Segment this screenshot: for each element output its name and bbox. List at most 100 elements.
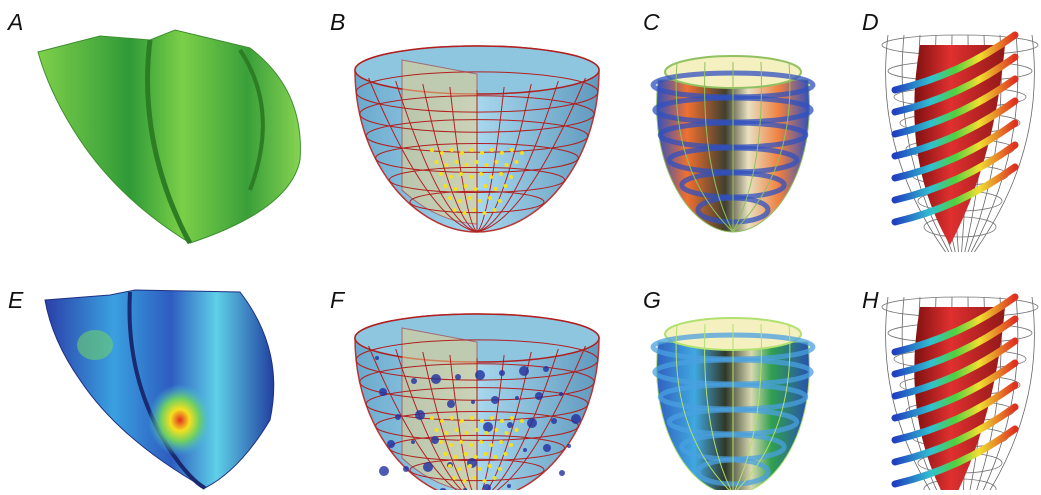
blue-dot	[559, 470, 565, 476]
blue-dot	[483, 422, 493, 432]
yellow-dot	[439, 440, 443, 444]
yellow-dot	[489, 443, 493, 447]
yellow-dot	[505, 163, 509, 167]
yellow-dot	[465, 163, 469, 167]
yellow-dot	[474, 187, 478, 191]
blue-dot	[447, 400, 455, 408]
yellow-dot	[469, 175, 473, 179]
blue-dot	[543, 444, 551, 452]
blue-dot	[571, 414, 581, 424]
yellow-dot	[464, 184, 468, 188]
figure: A B C D E F G H	[0, 0, 1041, 490]
yellow-dot	[500, 419, 504, 423]
blue-dot	[387, 440, 395, 448]
yellow-dot	[450, 148, 454, 152]
blue-dot	[551, 418, 557, 424]
yellow-dot	[499, 440, 503, 444]
yellow-dot	[480, 151, 484, 155]
yellow-dot	[510, 416, 514, 420]
yellow-dot	[454, 455, 458, 459]
yellow-dot	[455, 428, 459, 432]
yellow-dot	[470, 148, 474, 152]
yellow-dot	[509, 175, 513, 179]
panel-label: H	[862, 287, 879, 313]
blue-dot	[395, 414, 401, 420]
panel-f	[355, 314, 599, 490]
blue-dot	[535, 392, 543, 400]
panel-label: C	[643, 9, 660, 35]
yellow-dot	[520, 419, 524, 423]
blue-dot	[543, 366, 549, 372]
yellow-dot	[493, 476, 497, 480]
yellow-dot	[435, 160, 439, 164]
panel-c	[653, 56, 813, 232]
blue-dot	[379, 466, 389, 476]
yellow-dot	[475, 428, 479, 432]
yellow-dot	[439, 172, 443, 176]
blue-dot	[411, 440, 415, 444]
yellow-dot	[484, 452, 488, 456]
yellow-dot	[449, 175, 453, 179]
yellow-dot	[515, 428, 519, 432]
blue-dot	[379, 388, 387, 396]
blue-dot	[515, 396, 519, 400]
yellow-dot	[478, 199, 482, 203]
yellow-dot	[484, 184, 488, 188]
yellow-dot	[453, 208, 457, 212]
yellow-dot	[449, 443, 453, 447]
panel-e	[45, 290, 274, 488]
panel-a	[38, 30, 300, 243]
yellow-dot	[505, 431, 509, 435]
yellow-dot	[459, 172, 463, 176]
panel-g	[653, 318, 813, 490]
yellow-dot	[479, 440, 483, 444]
yellow-dot	[510, 148, 514, 152]
yellow-dot	[458, 199, 462, 203]
yellow-dot	[485, 163, 489, 167]
blue-dot	[471, 400, 475, 404]
yellow-dot	[515, 160, 519, 164]
blue-dot	[475, 370, 485, 380]
blue-dot	[499, 370, 505, 376]
yellow-dot	[459, 440, 463, 444]
panel-label: B	[330, 9, 345, 35]
yellow-dot	[504, 452, 508, 456]
blue-dot	[491, 396, 499, 404]
yellow-dot	[494, 455, 498, 459]
blue-dot	[411, 378, 417, 384]
yellow-dot	[445, 431, 449, 435]
panel-label: G	[643, 287, 661, 313]
yellow-dot	[454, 187, 458, 191]
panel-label: F	[330, 287, 346, 313]
yellow-dot	[490, 416, 494, 420]
yellow-dot	[483, 479, 487, 483]
yellow-dot	[520, 151, 524, 155]
heart-surface	[45, 290, 274, 488]
yellow-dot	[475, 160, 479, 164]
yellow-dot	[480, 419, 484, 423]
yellow-dot	[440, 419, 444, 423]
blue-dot	[403, 466, 409, 472]
yellow-dot	[488, 464, 492, 468]
yellow-dot	[474, 455, 478, 459]
blue-dot	[455, 374, 461, 380]
yellow-dot	[435, 428, 439, 432]
blue-dot	[507, 484, 511, 488]
blue-dot	[567, 444, 571, 448]
yellow-dot	[498, 199, 502, 203]
yellow-dot	[430, 148, 434, 152]
yellow-dot	[488, 196, 492, 200]
yellow-dot	[455, 160, 459, 164]
blue-dot	[431, 374, 441, 384]
yellow-dot	[490, 148, 494, 152]
yellow-dot	[444, 184, 448, 188]
yellow-dot	[460, 151, 464, 155]
yellow-dot	[478, 467, 482, 471]
yellow-dot	[440, 151, 444, 155]
blue-dot	[415, 410, 425, 420]
yellow-dot	[460, 419, 464, 423]
yellow-dot	[468, 196, 472, 200]
yellow-dot	[468, 464, 472, 468]
blue-dot	[559, 392, 563, 396]
blue-dot	[431, 436, 439, 444]
